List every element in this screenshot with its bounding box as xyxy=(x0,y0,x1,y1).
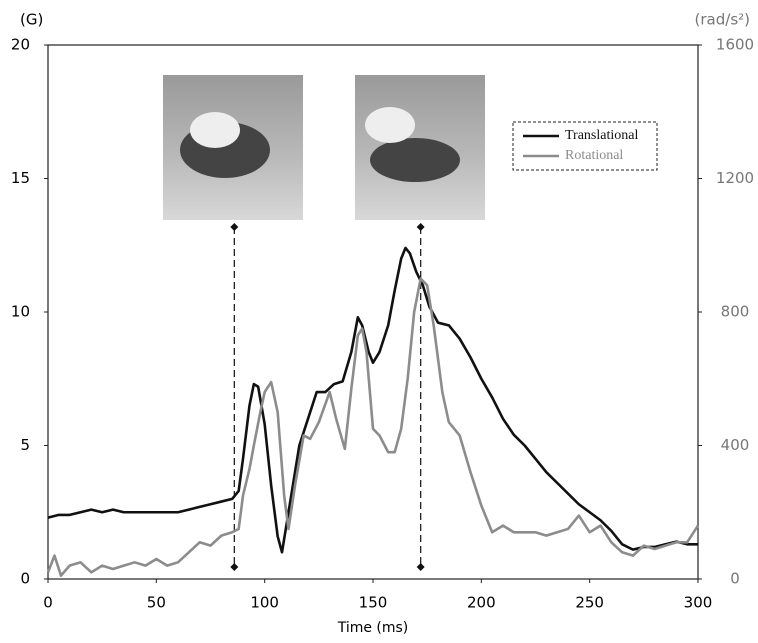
y-tick-label: 0 xyxy=(20,570,30,588)
y-tick-label: 5 xyxy=(20,436,30,454)
x-tick-label: 300 xyxy=(684,594,713,612)
x-tick-label: 0 xyxy=(43,594,53,612)
series-line xyxy=(47,246,698,554)
series-line xyxy=(46,277,700,577)
legend-box xyxy=(512,121,658,171)
x-tick-label: 100 xyxy=(250,594,279,612)
y2-tick-label: 0 xyxy=(730,570,740,588)
y-tick-label: 20 xyxy=(11,36,30,54)
x-tick-label: 250 xyxy=(575,594,604,612)
x-tick-label: 50 xyxy=(147,594,166,612)
y2-tick-label: 1600 xyxy=(716,36,754,54)
x-axis-label: Time (ms) xyxy=(337,620,409,636)
y2-axis-label: (rad/s²) xyxy=(695,11,750,29)
legend-label: Rotational xyxy=(565,148,623,163)
photo xyxy=(163,75,303,220)
photo xyxy=(355,75,485,220)
y2-tick-label: 400 xyxy=(721,436,750,454)
y2-tick-label: 1200 xyxy=(716,169,754,187)
x-tick-label: 150 xyxy=(359,594,388,612)
y-axis-label: (G) xyxy=(20,11,43,29)
x-tick-label: 200 xyxy=(467,594,496,612)
y2-tick-label: 800 xyxy=(721,303,750,321)
legend-label: Translational xyxy=(565,128,638,143)
y-tick-label: 15 xyxy=(11,169,30,187)
y-tick-label: 10 xyxy=(11,303,30,321)
